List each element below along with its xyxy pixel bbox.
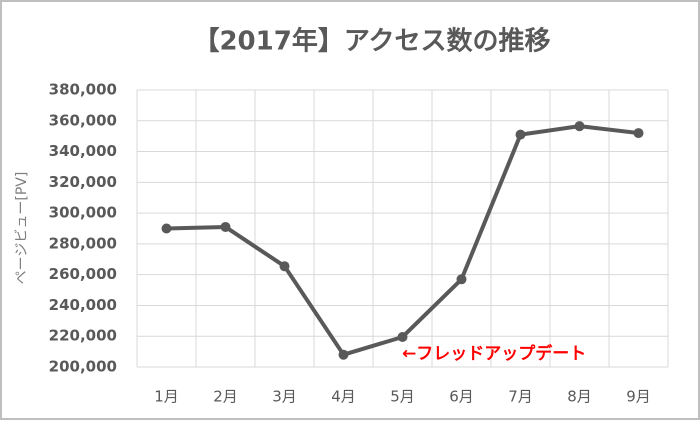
x-tick-label: 4月 xyxy=(331,388,356,406)
x-tick-label: 5月 xyxy=(390,388,415,406)
y-tick-label: 220,000 xyxy=(49,327,117,345)
y-tick-label: 300,000 xyxy=(49,204,117,222)
y-tick-label: 240,000 xyxy=(49,296,117,314)
y-axis-label: ページビュー[PV] xyxy=(14,172,30,285)
x-tick-label: 1月 xyxy=(154,388,179,406)
point xyxy=(515,129,526,140)
x-tick-label: 9月 xyxy=(626,388,651,406)
x-tick-label: 2月 xyxy=(213,388,238,406)
point xyxy=(220,221,231,232)
y-tick-label: 280,000 xyxy=(49,234,117,252)
x-tick-label: 7月 xyxy=(508,388,533,406)
point xyxy=(279,261,290,272)
y-tick-label: 260,000 xyxy=(49,265,117,283)
point xyxy=(338,349,349,360)
y-tick-label: 320,000 xyxy=(49,173,117,191)
point xyxy=(456,274,467,285)
point xyxy=(633,128,644,139)
y-tick-label: 360,000 xyxy=(49,111,117,129)
y-tick-label: 340,000 xyxy=(49,142,117,160)
point xyxy=(574,121,585,132)
chart-title: 【2017年】アクセス数の推移 xyxy=(193,26,550,57)
y-tick-label: 200,000 xyxy=(49,358,117,376)
x-tick-label: 6月 xyxy=(449,388,474,406)
x-tick-label: 8月 xyxy=(567,388,592,406)
point xyxy=(397,331,408,342)
point xyxy=(161,223,172,234)
x-tick-label: 3月 xyxy=(272,388,297,406)
y-tick-label: 380,000 xyxy=(49,81,117,99)
annotation: ←フレッドアップデート xyxy=(402,343,586,364)
